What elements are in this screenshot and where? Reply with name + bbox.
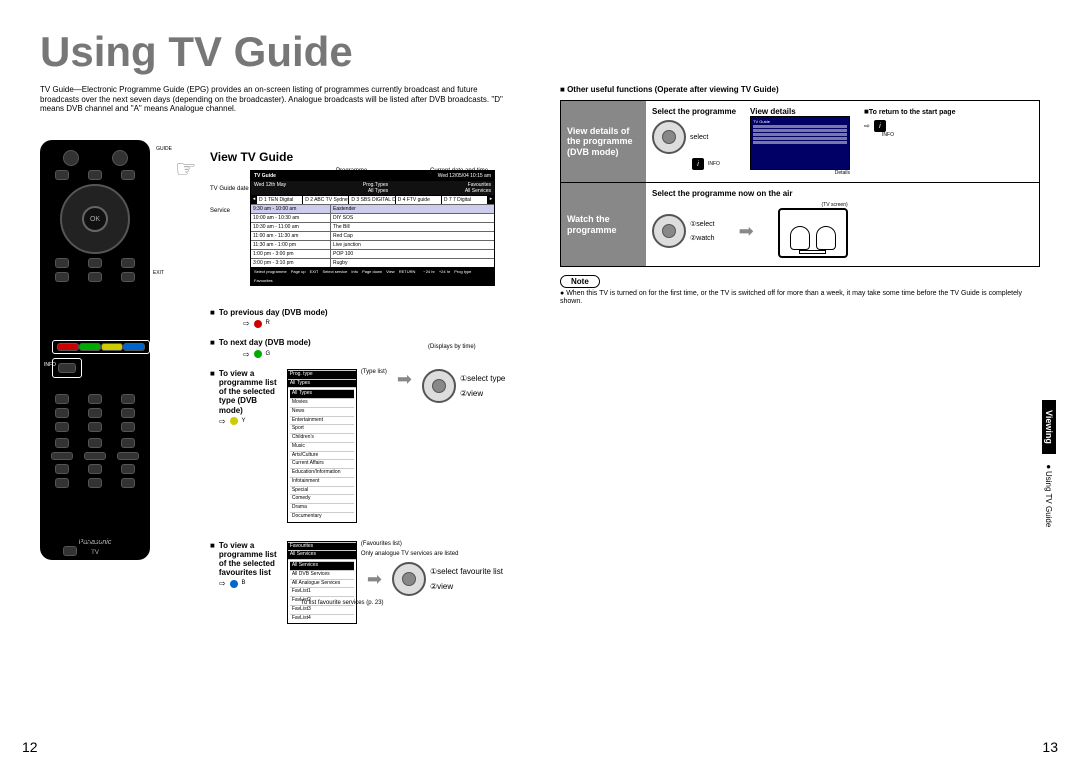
channel-cell: D 2 ABC TV Sydney [303,196,349,204]
info-label: INFO [708,161,720,167]
right-info-box: View details of the programme (DVB mode)… [560,100,1040,267]
guide-favourites: Favourites All Services [465,182,491,194]
return-to-tv: To return to TV [47,535,104,544]
fav-list-note: (Favourites list) [361,541,503,548]
prev-day-step: To previous day (DVB mode) [219,308,328,317]
fav-only-note: Only analogue TV services are listed [361,551,503,558]
info-label: INFO [44,362,56,368]
select-label: select [690,134,708,141]
nav-pad: OK [60,184,130,254]
dpad-icon [652,120,686,154]
view-tv-guide-heading: View TV Guide [210,150,510,164]
arrow-icon: ➡ [739,221,754,242]
panel1-label: View details of the programme (DVB mode) [561,101,646,182]
fav-view-label: ②view [430,582,503,591]
blue-button-icon [230,580,238,588]
type-list: Prog. type All Types All TypesMoviesNews… [287,369,357,523]
service-callout: Service [210,208,230,214]
date-callout: TV Guide date [210,186,249,192]
green-button-icon [254,350,262,358]
info-icon: i [874,120,886,132]
view-details-h: View details [750,107,850,116]
yellow-button-icon [230,417,238,425]
side-tab-viewing: Viewing [1042,400,1056,454]
channel-cell: D 1 TEN Digital [257,196,303,204]
pointing-hand-icon: ☞ [175,155,197,184]
type-list-sub: All Types [288,379,356,388]
ok-button[interactable]: OK [82,206,108,232]
info-label: INFO [882,132,955,138]
page-title: Using TV Guide [40,28,353,76]
intro-text: TV Guide—Electronic Programme Guide (EPG… [40,85,510,114]
tv-guide-screen: TV Guide Wed 12/05/04 10:15 am Wed 12th … [250,170,495,286]
channel-cell: D 7 7 Digital [442,196,488,204]
select-label: ①select [690,220,715,228]
details-label: Details [750,170,850,176]
page-number-left: 12 [22,739,38,755]
type-list-header: Prog. type [288,370,356,379]
guide-progtypes: Prog.Types All Types [363,182,388,194]
page-number-right: 13 [1042,739,1058,755]
datetime-callout: Current date and time [430,168,488,174]
highlight-info-button [52,358,82,378]
type-list-step: To view a programme list of the selected… [219,369,277,415]
right-heading: Other useful functions (Operate after vi… [567,85,779,94]
select-programme-h: Select the programme [652,107,736,116]
dpad-icon [652,214,686,248]
remote-control: GUIDE OK EXIT INFO [40,140,150,560]
type-list-note: (Type list) [361,369,387,523]
fav-list-header: Favourites [288,542,356,551]
exit-label: EXIT [153,270,164,276]
fav-foot-note: To list favourite services (p. 23) [301,600,503,607]
note-heading: Note [560,275,600,288]
info-icon: i [692,158,704,170]
red-button-icon [254,320,262,328]
next-day-step: To next day (DVB mode) [219,338,311,347]
side-tab-subtitle: ●Using TV Guide [1042,454,1055,535]
dpad-icon [422,369,456,403]
displays-by-time: (Displays by time) [428,344,476,350]
note-text: When this TV is turned on for the first … [560,290,1022,305]
guide-title: TV Guide [254,173,276,179]
panel2-label: Watch the programme [561,183,646,266]
arrow-icon: ➡ [367,569,382,590]
channel-cell: D 4 FTV guide [396,196,442,204]
type-view-label: ②view [460,389,505,398]
type-select-label: ①select type [460,374,505,383]
arrow-icon: ➡ [397,369,412,523]
fav-list-sub: All Services [288,550,356,559]
fav-list-step: To view a programme list of the selected… [219,541,277,578]
highlight-colour-buttons [52,340,150,354]
guide-date: Wed 12th May [254,182,286,194]
programme-callout: Programme [336,168,367,174]
fav-select-label: ①select favourite list [430,567,503,576]
dpad-icon [392,562,426,596]
channel-row: ◂ D 1 TEN Digital D 2 ABC TV Sydney D 3 … [251,195,494,204]
watch-label: ②watch [690,234,715,242]
tv-screen-illustration [778,208,848,258]
channel-cell: D 3 SBS DIGITAL D [349,196,395,204]
details-screen-thumb: TV Guide [750,116,850,170]
fav-list: Favourites All Services All ServicesAll … [287,541,357,625]
select-now-h: Select the programme now on the air [652,189,1033,198]
guide-label: GUIDE [156,146,172,152]
return-start-h: To return to the start page [869,109,956,116]
side-tab: Viewing ●Using TV Guide [1042,400,1060,535]
guide-footer: Select programmePage upEXITSelect servic… [251,267,494,285]
